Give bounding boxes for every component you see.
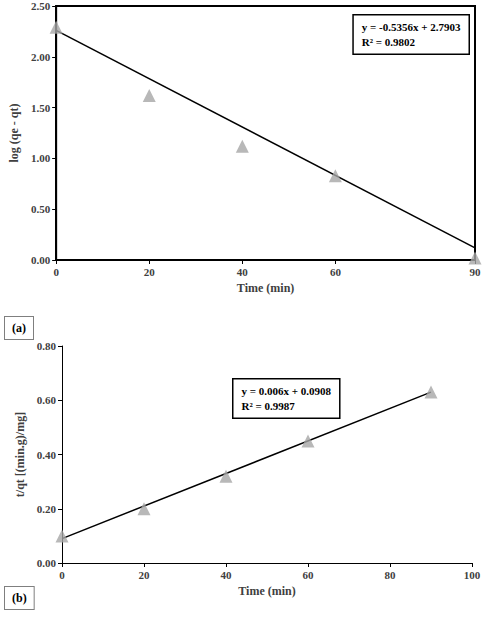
- svg-text:0.50: 0.50: [31, 203, 51, 215]
- svg-text:R² = 0.9802: R² = 0.9802: [362, 36, 416, 48]
- svg-text:1.50: 1.50: [31, 102, 51, 114]
- svg-text:0: 0: [59, 569, 65, 581]
- svg-text:40: 40: [221, 569, 233, 581]
- svg-text:0.00: 0.00: [31, 254, 51, 266]
- svg-text:2.50: 2.50: [31, 0, 51, 12]
- svg-text:0: 0: [53, 266, 59, 278]
- svg-text:(a): (a): [12, 321, 26, 335]
- svg-text:0.40: 0.40: [37, 449, 57, 461]
- svg-text:log (qe - qt): log (qe - qt): [7, 104, 21, 163]
- svg-text:0.80: 0.80: [37, 340, 57, 352]
- svg-text:Time (min): Time (min): [238, 584, 295, 598]
- svg-text:R² = 0.9987: R² = 0.9987: [242, 400, 296, 412]
- svg-text:60: 60: [303, 569, 315, 581]
- svg-text:20: 20: [144, 266, 156, 278]
- svg-text:(b): (b): [12, 591, 27, 605]
- svg-text:0.60: 0.60: [37, 394, 57, 406]
- svg-text:Time (min): Time (min): [237, 281, 294, 295]
- svg-text:80: 80: [385, 569, 397, 581]
- svg-text:1.00: 1.00: [31, 152, 51, 164]
- svg-text:y = 0.006x + 0.0908: y = 0.006x + 0.0908: [242, 385, 332, 397]
- svg-text:100: 100: [464, 569, 481, 581]
- svg-text:y = -0.5356x + 2.7903: y = -0.5356x + 2.7903: [362, 21, 461, 33]
- svg-text:0.00: 0.00: [37, 557, 57, 569]
- svg-text:20: 20: [139, 569, 151, 581]
- svg-text:40: 40: [237, 266, 249, 278]
- svg-text:t/qt [(min.g)/mg]: t/qt [(min.g)/mg]: [13, 412, 27, 497]
- svg-text:60: 60: [330, 266, 342, 278]
- svg-text:0.20: 0.20: [37, 503, 57, 515]
- svg-text:2.00: 2.00: [31, 51, 51, 63]
- svg-text:90: 90: [470, 266, 482, 278]
